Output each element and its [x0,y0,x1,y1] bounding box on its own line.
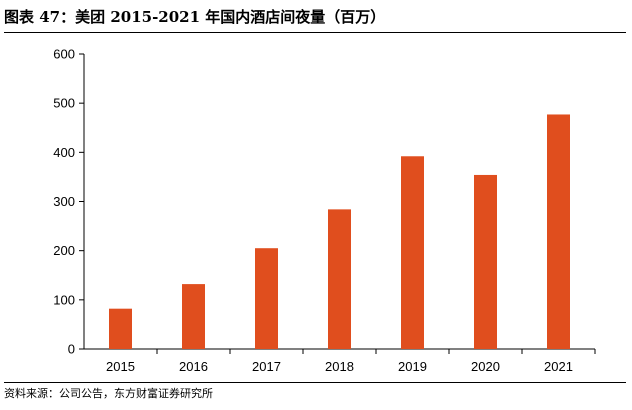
bar [255,248,278,349]
y-tick-label: 200 [53,243,75,258]
y-tick-label: 100 [53,292,75,307]
x-tick-label: 2016 [179,359,208,374]
title-rule [4,32,626,33]
x-tick-label: 2018 [325,359,354,374]
x-tick-label: 2017 [252,359,281,374]
x-tick-label: 2019 [398,359,427,374]
x-tick-label: 2015 [106,359,135,374]
y-tick-label: 600 [53,47,75,62]
y-tick-label: 500 [53,96,75,111]
chart-title: 图表 47：美团 2015-2021 年国内酒店间夜量（百万） [4,8,386,26]
bar [109,308,132,349]
bar [328,209,351,349]
y-tick-label: 0 [68,342,75,357]
bar [401,156,424,349]
bar [547,114,570,349]
bar [182,284,205,349]
x-tick-label: 2021 [544,359,573,374]
source-note: 资料来源：公司公告，东方财富证券研究所 [4,387,213,400]
source-rule [4,382,626,383]
x-tick-label: 2020 [471,359,500,374]
y-tick-label: 400 [53,145,75,160]
y-tick-label: 300 [53,194,75,209]
bar [474,174,497,349]
